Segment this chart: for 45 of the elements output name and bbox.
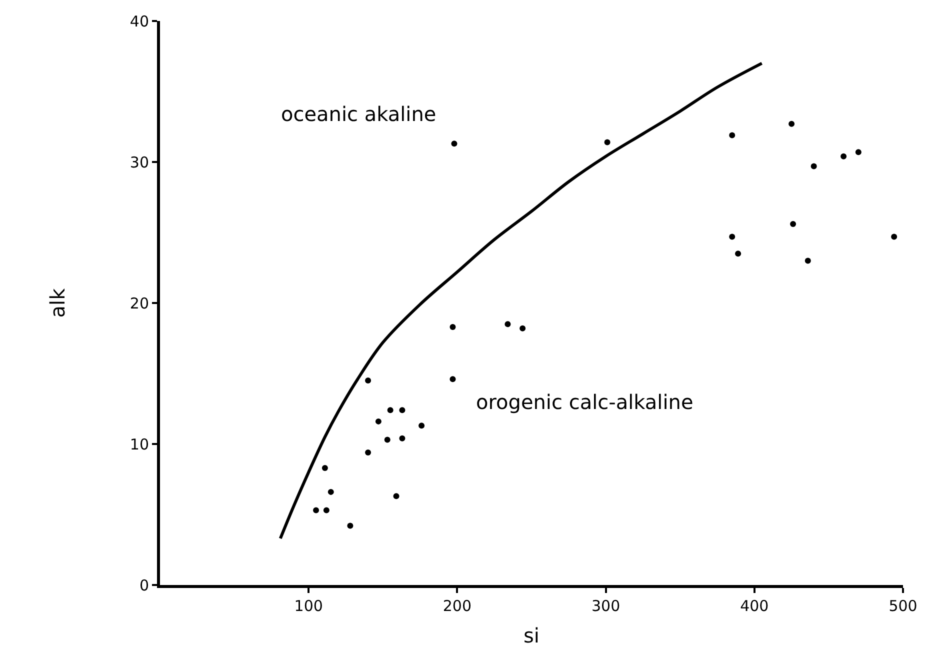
- point: [365, 378, 372, 384]
- point: [729, 132, 736, 138]
- point: [393, 493, 400, 500]
- point: [788, 120, 795, 127]
- line-series: [278, 62, 764, 540]
- y-tick-label: 0: [139, 576, 149, 594]
- point: [790, 221, 796, 228]
- point: [375, 418, 382, 424]
- point: [399, 435, 406, 442]
- point: [840, 153, 847, 160]
- point: [804, 258, 811, 264]
- point: [322, 464, 328, 471]
- y-tick-label: 20: [130, 294, 149, 312]
- point: [450, 376, 456, 382]
- point: [810, 163, 817, 170]
- x-tick-label: 500: [888, 597, 918, 615]
- x-axis-title: si: [524, 624, 540, 648]
- annotation: oceanic akaline: [281, 102, 436, 126]
- point: [891, 234, 898, 240]
- point: [313, 507, 320, 514]
- point: [323, 507, 330, 514]
- point: [387, 407, 394, 414]
- x-tick-label: 100: [294, 597, 323, 615]
- point: [451, 140, 458, 147]
- x-tick-label: 300: [591, 597, 620, 615]
- x-tick-label: 200: [442, 597, 472, 615]
- y-tick-label: 10: [130, 435, 149, 454]
- point: [729, 234, 736, 240]
- point: [384, 436, 390, 443]
- point: [328, 488, 334, 495]
- point: [347, 522, 354, 529]
- y-tick-label: 40: [130, 12, 149, 30]
- annotation: orogenic calc-alkaline: [476, 390, 694, 414]
- point: [399, 407, 406, 414]
- point: [855, 149, 862, 156]
- point: [450, 324, 456, 330]
- point: [735, 250, 742, 257]
- point: [365, 449, 372, 456]
- point: [520, 325, 526, 332]
- point: [504, 321, 511, 328]
- y-tick-label: 30: [130, 153, 149, 172]
- y-axis-title: alk: [45, 288, 70, 318]
- x-tick-label: 400: [740, 597, 769, 615]
- point: [418, 422, 425, 429]
- point: [604, 139, 610, 146]
